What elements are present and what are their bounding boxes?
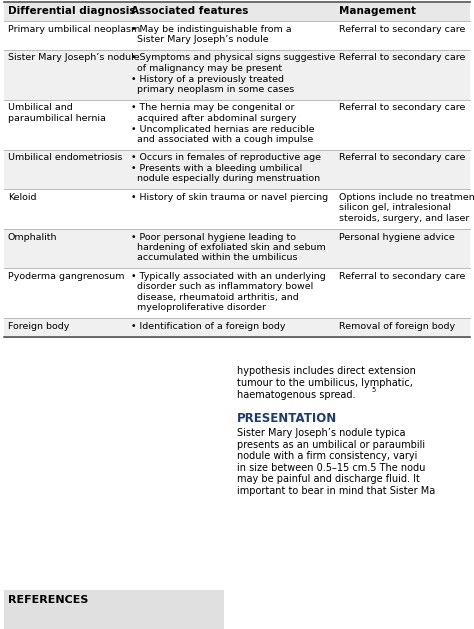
Text: • History of skin trauma or navel piercing: • History of skin trauma or navel pierci… — [131, 193, 328, 202]
Text: • History of a previously treated
  primary neoplasm in some cases: • History of a previously treated primar… — [131, 74, 295, 94]
Text: Options include no treatment,
silicon gel, intralesional
steroids, surgery, and : Options include no treatment, silicon ge… — [339, 193, 474, 223]
Text: PRESENTATION: PRESENTATION — [237, 412, 337, 425]
Bar — [4, 150, 470, 189]
Text: Keloid: Keloid — [8, 193, 36, 202]
Text: Umbilical endometriosis: Umbilical endometriosis — [8, 153, 122, 162]
Text: • Uncomplicated hernias are reducible
  and associated with a cough impulse: • Uncomplicated hernias are reducible an… — [131, 125, 315, 144]
Bar — [4, 318, 470, 337]
Text: Pyoderma gangrenosum: Pyoderma gangrenosum — [8, 272, 125, 281]
Text: Umbilical and
paraumbilical hernia: Umbilical and paraumbilical hernia — [8, 104, 106, 123]
Text: • Typically associated with an underlying
  disorder such as inflammatory bowel
: • Typically associated with an underlyin… — [131, 272, 326, 312]
Text: • Occurs in females of reproductive age: • Occurs in females of reproductive age — [131, 153, 321, 162]
Text: Management: Management — [339, 6, 416, 16]
Bar — [4, 99, 470, 150]
Bar — [4, 21, 470, 50]
Text: Foreign body: Foreign body — [8, 322, 69, 331]
Bar — [4, 2, 470, 21]
Text: Referral to secondary care: Referral to secondary care — [339, 53, 465, 62]
Text: Sister Mary Joseph’s nodule: Sister Mary Joseph’s nodule — [8, 53, 140, 62]
Text: 5: 5 — [371, 387, 375, 394]
Bar — [4, 228, 470, 268]
Text: Differential diagnosis: Differential diagnosis — [8, 6, 136, 16]
Text: REFERENCES: REFERENCES — [8, 595, 88, 605]
Text: Referral to secondary care: Referral to secondary care — [339, 25, 465, 33]
Bar — [4, 590, 224, 629]
Text: Associated features: Associated features — [131, 6, 249, 16]
Text: • May be indistinguishable from a
  Sister Mary Joseph’s nodule: • May be indistinguishable from a Sister… — [131, 25, 292, 44]
Text: Removal of foreign body: Removal of foreign body — [339, 322, 455, 331]
Text: Personal hygiene advice: Personal hygiene advice — [339, 233, 455, 242]
Text: Referral to secondary care: Referral to secondary care — [339, 104, 465, 113]
Text: • Poor personal hygiene leading to
  hardening of exfoliated skin and sebum
  ac: • Poor personal hygiene leading to harde… — [131, 233, 326, 262]
Text: Primary umbilical neoplasm: Primary umbilical neoplasm — [8, 25, 140, 33]
Text: • The hernia may be congenital or
  acquired after abdominal surgery: • The hernia may be congenital or acquir… — [131, 104, 297, 123]
Text: • Identification of a foreign body: • Identification of a foreign body — [131, 322, 286, 331]
Bar — [4, 189, 470, 228]
Text: Sister Mary Joseph’s nodule typica
presents as an umbilical or paraumbili
nodule: Sister Mary Joseph’s nodule typica prese… — [237, 428, 435, 496]
Text: Referral to secondary care: Referral to secondary care — [339, 153, 465, 162]
Bar — [4, 50, 470, 99]
Text: Omphalith: Omphalith — [8, 233, 57, 242]
Text: • Presents with a bleeding umbilical
  nodule especially during menstruation: • Presents with a bleeding umbilical nod… — [131, 164, 320, 184]
Text: hypothesis includes direct extension
tumour to the umbilicus, lymphatic,
haemato: hypothesis includes direct extension tum… — [237, 367, 416, 399]
Bar — [4, 268, 470, 318]
Text: Referral to secondary care: Referral to secondary care — [339, 272, 465, 281]
Text: • Symptoms and physical signs suggestive
  of malignancy may be present: • Symptoms and physical signs suggestive… — [131, 53, 336, 73]
